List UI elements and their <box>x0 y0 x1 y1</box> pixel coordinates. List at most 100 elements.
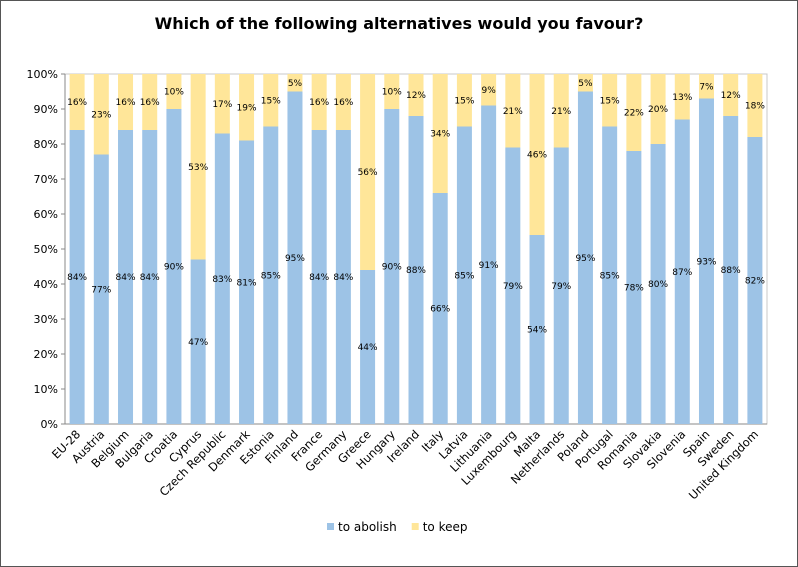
bar-to-abolish <box>335 130 351 424</box>
bar-to-keep <box>118 74 134 130</box>
bar-to-abolish <box>214 133 230 424</box>
data-label-to-abolish: 82% <box>745 277 765 287</box>
bar-to-abolish <box>626 151 642 424</box>
bar-to-abolish <box>529 235 545 424</box>
data-label-to-abolish: 83% <box>212 275 232 285</box>
bar-to-abolish <box>311 130 327 424</box>
y-tick-label: 30% <box>34 313 58 326</box>
y-tick-label: 50% <box>34 243 58 256</box>
bar-to-keep <box>408 74 424 116</box>
bar-to-keep <box>360 74 376 270</box>
x-axis: EU-28AustriaBelgiumBulgariaCroatiaCyprus… <box>49 423 767 502</box>
data-label-to-keep: 21% <box>551 107 571 117</box>
bar-to-keep <box>650 74 666 144</box>
bar-to-keep <box>626 74 642 151</box>
bar-to-keep <box>553 74 569 148</box>
data-label-to-keep: 16% <box>333 98 353 108</box>
data-label-to-keep: 12% <box>406 91 426 101</box>
data-label-to-keep: 15% <box>600 96 620 106</box>
bars <box>69 74 763 424</box>
bar-to-abolish <box>263 126 279 424</box>
data-label-to-keep: 22% <box>624 109 644 119</box>
bar-to-keep <box>505 74 521 148</box>
bar-to-keep <box>142 74 158 130</box>
data-label-to-keep: 34% <box>430 130 450 140</box>
data-label-to-abolish: 84% <box>333 273 353 283</box>
data-label-to-keep: 7% <box>699 82 714 92</box>
bar-to-abolish <box>118 130 134 424</box>
data-label-to-keep: 16% <box>67 98 87 108</box>
legend-swatch <box>411 523 419 530</box>
data-label-to-keep: 53% <box>188 163 208 173</box>
bar-to-abolish <box>481 105 497 424</box>
data-label-to-abolish: 79% <box>551 282 571 292</box>
bar-to-abolish <box>602 126 618 424</box>
bar-to-keep <box>214 74 230 134</box>
y-tick-label: 40% <box>34 278 58 291</box>
legend-label: to keep <box>423 520 468 534</box>
data-label-to-keep: 10% <box>382 88 402 98</box>
legend-label: to abolish <box>338 520 397 534</box>
data-label-to-keep: 9% <box>481 86 496 96</box>
bar-to-abolish <box>674 119 690 424</box>
data-label-to-keep: 16% <box>309 98 329 108</box>
y-tick-label: 90% <box>34 103 58 116</box>
bar-to-keep <box>263 74 279 127</box>
data-label-to-abolish: 90% <box>164 263 184 273</box>
y-tick-label: 70% <box>34 173 58 186</box>
y-tick-label: 60% <box>34 208 58 221</box>
bar-to-keep <box>432 74 448 193</box>
bar-to-abolish <box>190 259 206 424</box>
bar-to-abolish <box>239 140 255 424</box>
data-label-to-abolish: 85% <box>261 271 281 281</box>
legend: to abolish to keep <box>327 520 467 534</box>
data-label-to-abolish: 85% <box>600 271 620 281</box>
data-label-to-abolish: 87% <box>672 268 692 278</box>
data-labels: 84% 16% 77% 23% 84% 16% 84% 16% 90% 10% 47% 53% 83% 1… <box>67 79 765 353</box>
data-label-to-abolish: 47% <box>188 338 208 348</box>
bar-to-keep <box>481 74 497 106</box>
bar-to-abolish <box>142 130 158 424</box>
bar-to-abolish <box>166 109 182 424</box>
data-label-to-abolish: 78% <box>624 284 644 294</box>
data-label-to-keep: 46% <box>527 151 547 161</box>
bar-to-keep <box>384 74 400 109</box>
data-label-to-abolish: 84% <box>309 273 329 283</box>
y-tick-label: 20% <box>34 348 58 361</box>
bar-to-abolish <box>69 130 85 424</box>
bar-to-keep <box>577 74 593 92</box>
data-label-to-keep: 56% <box>358 168 378 178</box>
bar-to-abolish <box>505 147 521 424</box>
bar-to-keep <box>335 74 351 130</box>
bar-to-keep <box>698 74 714 99</box>
data-label-to-abolish: 66% <box>430 305 450 315</box>
bar-to-abolish <box>432 193 448 424</box>
y-tick-label: 100% <box>27 68 58 81</box>
data-label-to-keep: 17% <box>212 100 232 110</box>
y-axis: 0% 10% 20% 30% 40% 50% 60% 70% 80% 90% 100% <box>27 68 66 431</box>
bar-to-abolish <box>456 126 472 424</box>
bar-to-keep <box>529 74 545 235</box>
y-tick-label: 80% <box>34 138 58 151</box>
bar-to-keep <box>602 74 618 127</box>
data-label-to-keep: 5% <box>288 79 303 89</box>
data-label-to-keep: 21% <box>503 107 523 117</box>
data-label-to-abolish: 88% <box>406 266 426 276</box>
data-label-to-keep: 15% <box>261 96 281 106</box>
bar-to-abolish <box>553 147 569 424</box>
data-label-to-abolish: 84% <box>140 273 160 283</box>
y-tick-label: 0% <box>41 418 58 431</box>
bar-to-keep <box>287 74 303 92</box>
bar-to-abolish <box>577 91 593 424</box>
data-label-to-abolish: 95% <box>575 254 595 264</box>
data-label-to-abolish: 91% <box>479 261 499 271</box>
data-label-to-abolish: 84% <box>116 273 136 283</box>
data-label-to-keep: 15% <box>454 96 474 106</box>
data-label-to-keep: 10% <box>164 88 184 98</box>
bar-to-keep <box>747 74 763 137</box>
bar-to-keep <box>674 74 690 120</box>
bar-to-abolish <box>360 270 376 424</box>
bar-to-keep <box>93 74 109 155</box>
bar-to-abolish <box>408 116 424 424</box>
